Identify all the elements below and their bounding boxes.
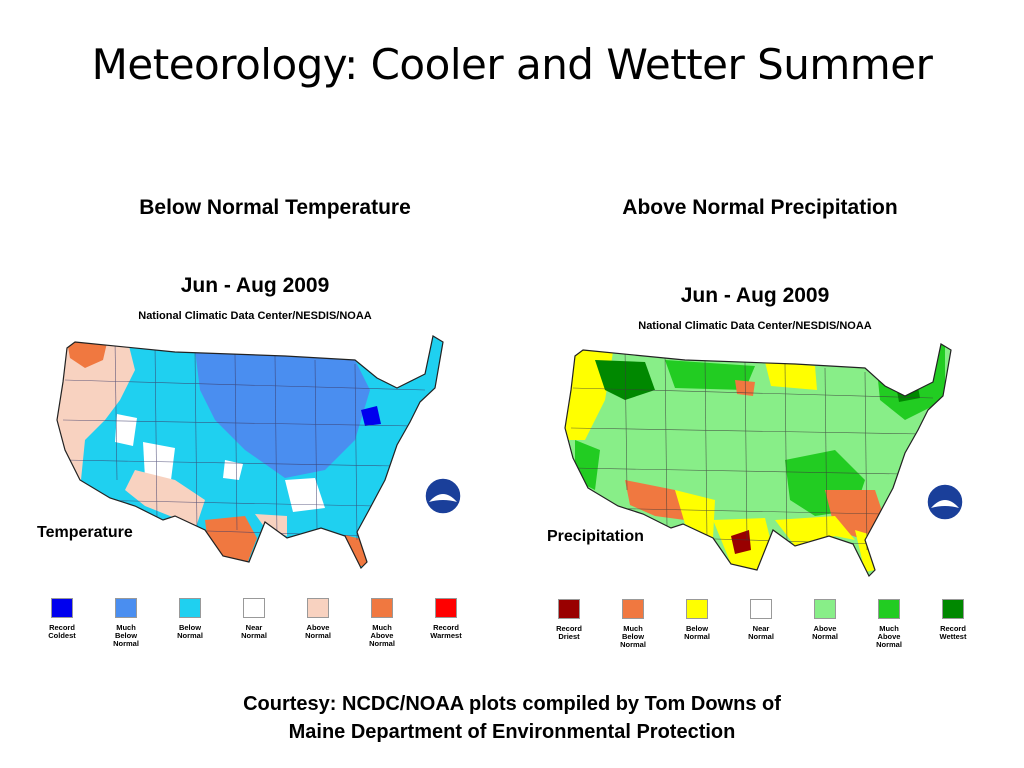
legend-item: Below Normal	[158, 598, 222, 648]
credit-line-2: Maine Department of Environmental Protec…	[288, 721, 736, 743]
slide-title: Meteorology: Cooler and Wetter Summer	[91, 40, 933, 89]
legend-item: Above Normal	[286, 598, 350, 648]
legend-text: Much Below Normal	[620, 624, 646, 649]
legend-swatch	[307, 598, 329, 618]
legend-text: Below Normal	[684, 624, 710, 641]
legend-text: Near Normal	[241, 623, 267, 640]
legend-text: Much Above Normal	[369, 623, 395, 648]
legend-text: Record Warmest	[430, 623, 462, 640]
legend-item: Much Below Normal	[94, 598, 158, 648]
right-caption: Above Normal Precipitation	[622, 196, 898, 219]
legend-swatch	[750, 599, 772, 619]
legend-item: Record Warmest	[414, 598, 478, 648]
precipitation-variable-label: Precipitation	[547, 528, 644, 545]
legend-text: Record Coldest	[48, 623, 76, 640]
legend-text: Near Normal	[748, 624, 774, 641]
temperature-map-subtitle: National Climatic Data Center/NESDIS/NOA…	[138, 310, 372, 322]
legend-swatch	[243, 598, 265, 618]
temperature-us-map	[56, 335, 444, 570]
credit-line-1: Courtesy: NCDC/NOAA plots compiled by To…	[243, 693, 781, 715]
legend-item: Above Normal	[793, 599, 857, 649]
temperature-legend: Record Coldest Much Below Normal Below Norma…	[30, 598, 478, 648]
precipitation-map-title: Jun - Aug 2009	[680, 284, 830, 307]
legend-item: Much Above Normal	[350, 598, 414, 648]
legend-text: Much Below Normal	[113, 623, 139, 648]
temperature-map-title: Jun - Aug 2009	[180, 274, 330, 297]
left-caption: Below Normal Temperature	[139, 196, 411, 219]
credit-text: Courtesy: NCDC/NOAA plots compiled by To…	[0, 690, 1024, 746]
legend-swatch	[435, 598, 457, 618]
legend-swatch	[179, 598, 201, 618]
legend-item: Much Below Normal	[601, 599, 665, 649]
legend-text: Record Wettest	[939, 624, 967, 641]
legend-item: Much Above Normal	[857, 599, 921, 649]
precipitation-map-panel: Jun - Aug 2009 National Climatic Data Ce…	[535, 262, 985, 652]
legend-item: Record Driest	[537, 599, 601, 649]
legend-item: Near Normal	[729, 599, 793, 649]
legend-swatch	[878, 599, 900, 619]
precipitation-us-map	[564, 343, 952, 578]
legend-item: Near Normal	[222, 598, 286, 648]
legend-swatch	[115, 598, 137, 618]
legend-swatch	[558, 599, 580, 619]
precipitation-legend: Record Driest Much Below Normal Below Normal…	[537, 599, 985, 649]
temperature-map-panel: Jun - Aug 2009 National Climatic Data Ce…	[25, 262, 475, 652]
legend-item: Record Coldest	[30, 598, 94, 648]
legend-text: Above Normal	[305, 623, 331, 640]
legend-swatch	[814, 599, 836, 619]
legend-swatch	[622, 599, 644, 619]
noaa-logo	[424, 477, 462, 515]
legend-text: Much Above Normal	[876, 624, 902, 649]
precipitation-map-subtitle: National Climatic Data Center/NESDIS/NOA…	[638, 320, 872, 332]
legend-swatch	[942, 599, 964, 619]
legend-text: Below Normal	[177, 623, 203, 640]
noaa-logo	[926, 483, 964, 521]
temperature-variable-label: Temperature	[37, 524, 133, 541]
legend-swatch	[686, 599, 708, 619]
legend-item: Record Wettest	[921, 599, 985, 649]
legend-text: Record Driest	[556, 624, 582, 641]
legend-swatch	[51, 598, 73, 618]
legend-item: Below Normal	[665, 599, 729, 649]
legend-text: Above Normal	[812, 624, 838, 641]
legend-swatch	[371, 598, 393, 618]
